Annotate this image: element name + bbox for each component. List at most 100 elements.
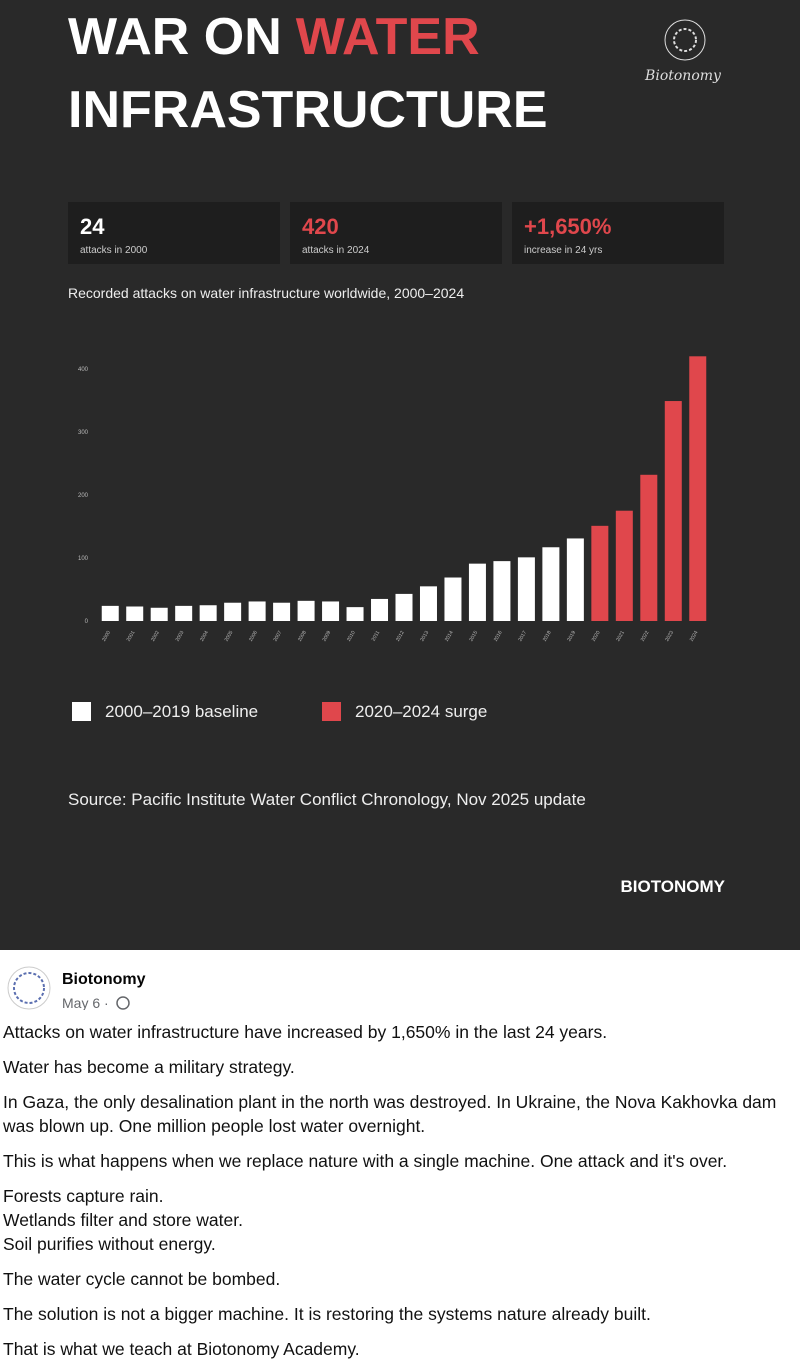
legend-label: 2020–2024 surge	[355, 702, 487, 721]
bar	[493, 561, 511, 621]
text-line: Water has become a military strategy.	[3, 1057, 295, 1077]
paragraph: Attacks on water infrastructure have inc…	[3, 1020, 792, 1044]
paragraph: Forests capture rain. Wetlands filter and…	[3, 1184, 792, 1256]
x-tick-label: 2006	[248, 630, 259, 643]
bar	[126, 606, 144, 621]
stat-card	[290, 202, 502, 264]
bar	[517, 557, 535, 621]
bar	[150, 607, 168, 621]
x-tick-label: 2018	[542, 630, 553, 643]
x-tick-label: 2019	[566, 630, 577, 643]
x-tick-label: 2008	[297, 630, 308, 643]
x-tick-label: 2000	[101, 630, 112, 643]
stat-card	[68, 202, 280, 264]
title-part: WAR ON	[68, 8, 282, 66]
x-tick-label: 2016	[493, 630, 504, 643]
bar	[224, 602, 242, 621]
bar	[640, 474, 658, 621]
y-tick-label: 0	[85, 619, 89, 625]
avatar-logo	[13, 972, 45, 1004]
x-tick-label: 2020	[591, 630, 602, 643]
bar	[419, 586, 437, 621]
post-header: Biotonomy May 6 ·	[7, 966, 146, 1010]
bar	[468, 563, 486, 621]
y-tick-label: 200	[78, 493, 89, 499]
y-tick-label: 100	[78, 556, 89, 562]
bar	[297, 600, 315, 621]
text-line: Attacks on water infrastructure have inc…	[3, 1022, 608, 1042]
bar	[199, 605, 217, 621]
x-tick-label: 2011	[371, 630, 382, 643]
y-tick-label: 300	[78, 430, 89, 436]
globe-icon	[116, 996, 130, 1010]
stat-value: +1,650%	[524, 214, 611, 239]
x-tick-label: 2022	[640, 630, 651, 643]
x-tick-label: 2002	[150, 630, 161, 643]
x-tick-label: 2014	[444, 630, 455, 643]
x-tick-label: 2013	[419, 630, 430, 643]
source: Source: Pacific Institute Water Conflict…	[68, 790, 586, 809]
bar	[566, 538, 584, 621]
text-line: The water cycle cannot be bombed.	[3, 1269, 281, 1289]
x-tick-label: 2023	[664, 630, 675, 643]
x-tick-label: 2012	[395, 630, 406, 643]
bar	[615, 510, 633, 621]
x-tick-label: 2017	[517, 630, 528, 643]
brand: BIOTONOMY	[620, 877, 725, 896]
logo-ring	[664, 19, 706, 61]
bar	[248, 601, 266, 621]
stat-label: increase in 24 yrs	[524, 245, 602, 256]
bar	[542, 547, 560, 621]
stat-label: attacks in 2000	[80, 245, 148, 256]
text-line: Wetlands filter and store water.	[3, 1210, 243, 1230]
stat-label: attacks in 2024	[302, 245, 370, 256]
text-line: Forests capture rain.	[3, 1186, 164, 1206]
text-line: In Gaza, the only desalination plant in …	[3, 1092, 777, 1136]
legend-swatch	[322, 702, 341, 721]
bar	[689, 356, 707, 621]
x-tick-label: 2003	[175, 630, 186, 643]
paragraph: The solution is not a bigger machine. It…	[3, 1302, 792, 1326]
paragraph: This is what happens when we replace nat…	[3, 1149, 792, 1173]
x-tick-label: 2004	[199, 630, 210, 643]
x-tick-label: 2009	[322, 630, 333, 643]
title: INFRASTRUCTURE	[68, 81, 548, 139]
bar	[444, 577, 462, 621]
stat-value: 24	[80, 214, 105, 239]
text-line: The solution is not a bigger machine. It…	[3, 1304, 651, 1324]
logo-flower	[673, 28, 697, 52]
bar	[175, 605, 193, 621]
logo	[664, 19, 706, 61]
x-tick-label: 2001	[126, 630, 137, 643]
bar	[591, 525, 609, 621]
paragraph: In Gaza, the only desalination plant in …	[3, 1090, 792, 1138]
stat-card	[512, 202, 724, 264]
bar	[395, 593, 413, 621]
title: WAR ON WATER	[68, 8, 480, 66]
post: Biotonomy May 6 · Attacks on water infra…	[0, 950, 800, 1366]
chart: 0 100 200 300 400 2000 2001 2002 2003 2004 2005 200…	[72, 356, 707, 721]
x-tick-label: 2007	[273, 630, 284, 643]
x-tick-label: 2024	[689, 630, 700, 643]
x-tick-label: 2005	[224, 630, 235, 643]
paragraph: That is what we teach at Biotonomy Acade…	[3, 1337, 792, 1361]
text-line: That is what we teach at Biotonomy Acade…	[3, 1339, 360, 1359]
post-body: Attacks on water infrastructure have inc…	[0, 1020, 800, 1366]
title-highlight: WATER	[296, 8, 480, 66]
x-tick-label: 2021	[615, 630, 626, 643]
text-line: This is what happens when we replace nat…	[3, 1151, 728, 1171]
chart-title: Recorded attacks on water infrastructure…	[68, 285, 464, 301]
logo-signature: Biotonomy	[644, 68, 722, 84]
bar	[273, 602, 291, 621]
bar	[664, 401, 682, 621]
legend-label: 2000–2019 baseline	[105, 702, 258, 721]
infographic: WAR ON WATER INFRASTRUCTURE Biotonomy 24 a…	[0, 0, 800, 950]
stats: 24 attacks in 2000 420 attacks in 2024 +1,65…	[68, 202, 724, 264]
legend-swatch	[72, 702, 91, 721]
bar	[322, 601, 340, 621]
bar	[101, 605, 119, 621]
date[interactable]: May 6 ·	[62, 995, 109, 1010]
x-tick-label: 2010	[346, 630, 357, 643]
author[interactable]: Biotonomy	[62, 971, 146, 988]
